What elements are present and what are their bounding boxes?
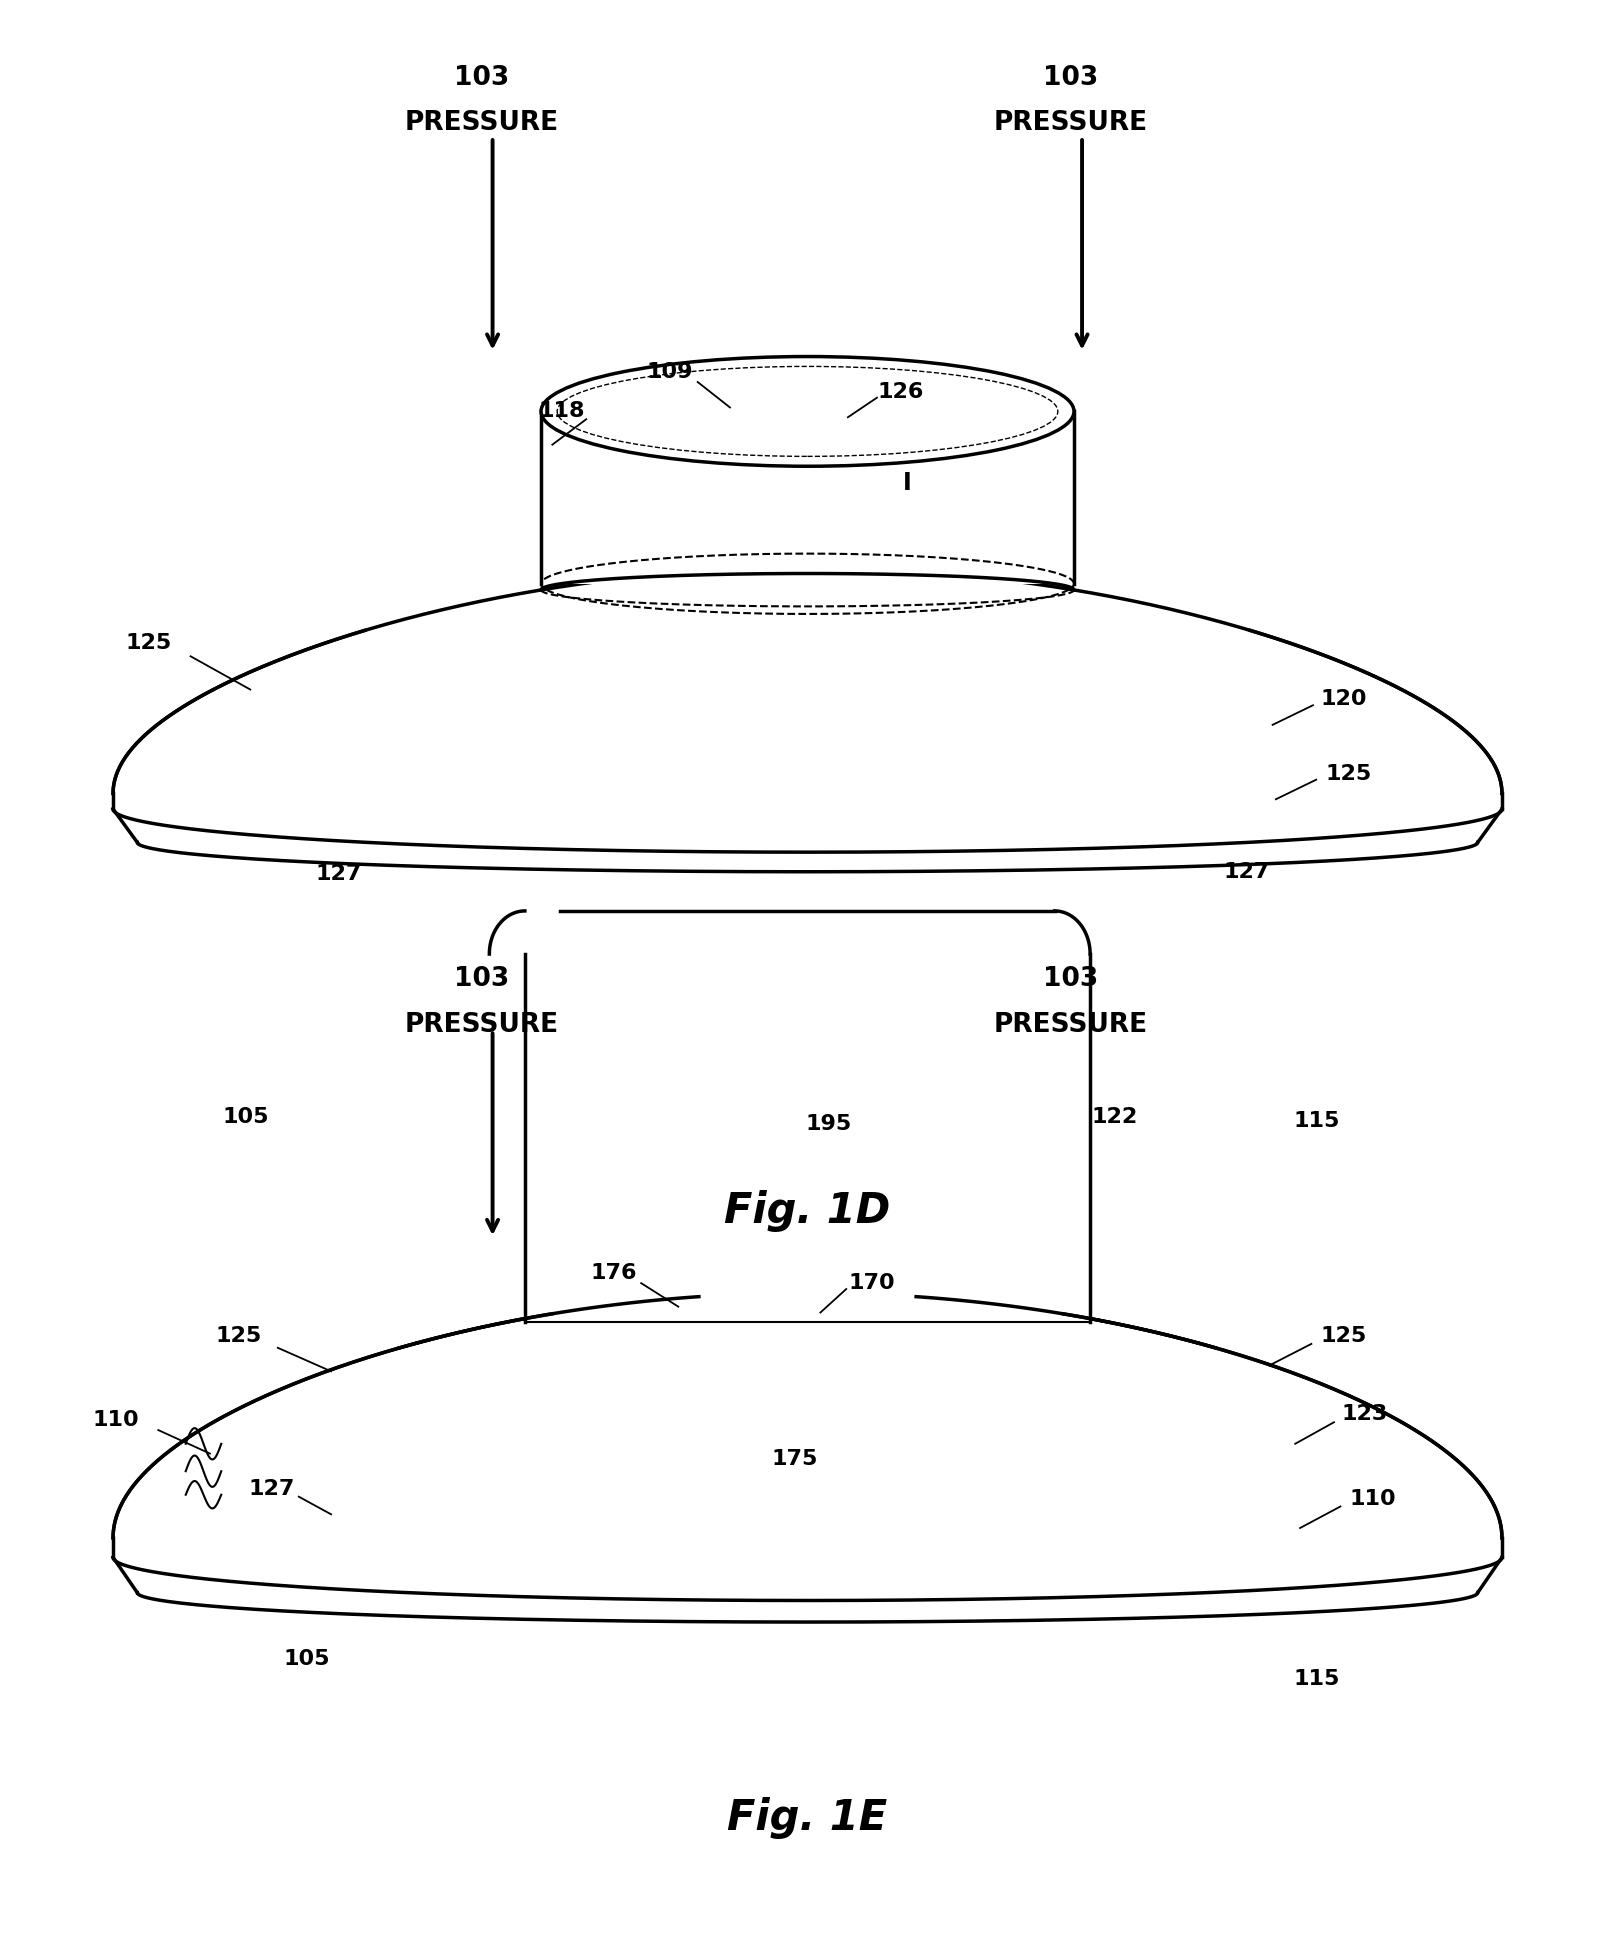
Ellipse shape [541,357,1073,466]
Text: 125: 125 [216,1326,261,1346]
Polygon shape [525,911,1089,1322]
Text: 125: 125 [1325,764,1370,784]
Text: PRESSURE: PRESSURE [404,110,558,137]
Text: 105: 105 [284,1649,329,1669]
Text: 176: 176 [591,1264,636,1283]
Text: 105: 105 [223,1107,268,1126]
Text: 125: 125 [126,633,171,652]
Text: 126: 126 [878,382,923,402]
Polygon shape [113,1293,1501,1538]
Text: 103: 103 [454,966,508,993]
Text: PRESSURE: PRESSURE [993,1011,1148,1038]
Text: 123: 123 [1341,1405,1386,1424]
Text: 110: 110 [1349,1489,1394,1508]
Text: 170: 170 [849,1273,894,1293]
Text: 115: 115 [1293,1111,1338,1130]
Polygon shape [113,568,1501,793]
Text: 103: 103 [1043,966,1098,993]
Polygon shape [541,411,1073,584]
Text: Fig. 1E: Fig. 1E [726,1796,888,1840]
Text: 120: 120 [1320,690,1365,709]
Text: 127: 127 [316,864,362,884]
Text: 122: 122 [1091,1107,1136,1126]
Text: 127: 127 [1223,862,1269,882]
Text: Fig. 1D: Fig. 1D [725,1189,889,1232]
Text: 127: 127 [249,1479,294,1499]
Text: 103: 103 [1043,65,1098,92]
Text: 175: 175 [771,1450,817,1469]
Text: I: I [902,470,912,496]
Text: 115: 115 [1293,1669,1338,1689]
Text: 110: 110 [94,1410,139,1430]
Text: 109: 109 [647,362,692,382]
Text: PRESSURE: PRESSURE [993,110,1148,137]
Text: 195: 195 [805,1115,851,1134]
Text: 125: 125 [1320,1326,1365,1346]
Text: 103: 103 [454,65,508,92]
Text: PRESSURE: PRESSURE [404,1011,558,1038]
Text: 118: 118 [539,402,584,421]
